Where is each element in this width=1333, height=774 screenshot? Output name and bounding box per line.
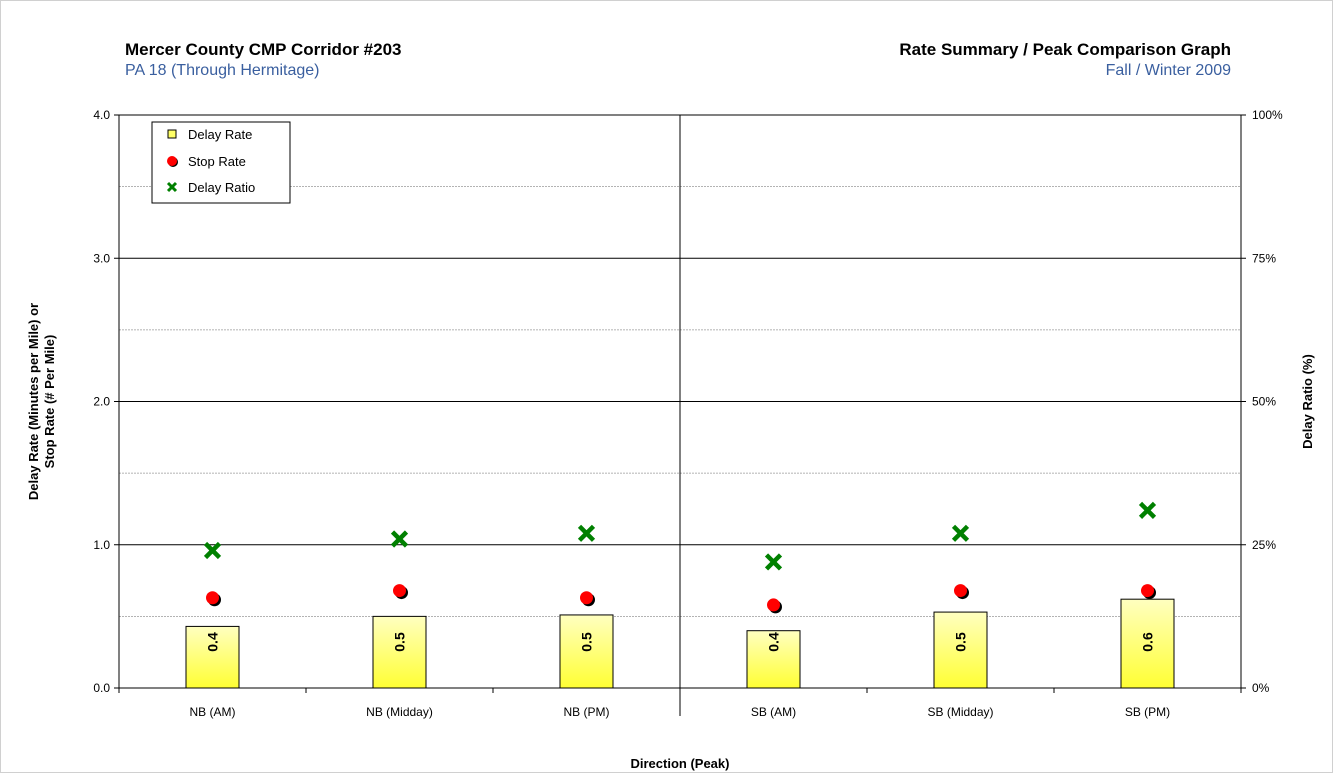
axis-labels: 0.0 1.0 2.0 3.0 4.0 0% 25% 50% 75% 100% NB (AM) NB …: [26, 108, 1315, 771]
x-tick-label: SB (AM): [751, 705, 796, 719]
y2-tick-label: 0%: [1252, 681, 1270, 695]
y-tick-label: 4.0: [93, 108, 110, 122]
delay-rate-data-label: 0.6: [1140, 632, 1156, 652]
stop-rate-marker: [580, 591, 593, 605]
delay-ratio-marker: [1138, 501, 1157, 519]
legend: Delay Rate Stop Rate Delay Ratio: [151, 121, 291, 204]
y2-tick-label: 50%: [1252, 395, 1276, 409]
chart-header-right: Rate Summary / Peak Comparison Graph Fal…: [899, 39, 1231, 81]
delay-rate-data-label: 0.5: [392, 632, 408, 652]
delay-rate-bars: 0.4 0.5 0.5 0.4 0.5 0.6: [185, 598, 1175, 689]
legend-x-swatch: [166, 181, 178, 193]
delay-ratio-markers: [203, 501, 1157, 571]
delay-ratio-marker: [390, 530, 409, 548]
y-axis-title-line1: Delay Rate (Minutes per Mile) or: [26, 303, 41, 500]
x-tick-label: SB (Midday): [927, 705, 993, 719]
x-tick-label: SB (PM): [1125, 705, 1170, 719]
y-tick-label: 2.0: [93, 395, 110, 409]
delay-rate-bar: [746, 630, 801, 689]
legend-entry-label: Stop Rate: [188, 154, 246, 169]
delay-rate-bar: [933, 611, 988, 689]
delay-ratio-marker: [577, 524, 596, 542]
delay-rate-data-label: 0.5: [579, 632, 595, 652]
stop-rate-marker: [954, 584, 967, 598]
legend-entry-label: Delay Ratio: [188, 180, 255, 195]
x-axis-title: Direction (Peak): [631, 756, 730, 771]
delay-rate-data-label: 0.4: [205, 632, 221, 652]
x-tick-label: NB (Midday): [366, 705, 433, 719]
chart-header-left: Mercer County CMP Corridor #203 PA 18 (T…: [125, 39, 401, 81]
x-tick-label: NB (AM): [190, 705, 236, 719]
graph-type-title: Rate Summary / Peak Comparison Graph: [899, 40, 1231, 59]
delay-rate-bar: [372, 615, 427, 689]
delay-ratio-stroke: [951, 524, 970, 542]
stop-rate-markers: [206, 584, 1156, 614]
y-axis-title-line2: Stop Rate (# Per Mile): [42, 335, 57, 469]
delay-ratio-stroke: [1138, 501, 1157, 519]
legend-entry-label: Delay Rate: [188, 127, 252, 142]
delay-rate-bar: [185, 625, 240, 689]
chart-title: Mercer County CMP Corridor #203: [125, 40, 402, 59]
delay-ratio-stroke: [764, 553, 783, 571]
y2-tick-label: 75%: [1252, 251, 1276, 265]
chart-subtitle: PA 18 (Through Hermitage): [125, 62, 320, 79]
y2-axis-title: Delay Ratio (%): [1300, 354, 1315, 449]
y-tick-label: 0.0: [93, 681, 110, 695]
stop-rate-marker: [767, 598, 780, 612]
delay-ratio-marker: [951, 524, 970, 542]
delay-ratio-marker: [764, 553, 783, 571]
y-tick-label: 3.0: [93, 251, 110, 265]
stop-rate-marker: [1141, 584, 1154, 598]
delay-ratio-marker: [203, 541, 222, 560]
y-tick-label: 1.0: [93, 538, 110, 552]
stop-rate-marker: [393, 584, 406, 598]
delay-rate-bar: [559, 614, 614, 689]
season-subtitle: Fall / Winter 2009: [1105, 62, 1231, 79]
axes: [114, 114, 1246, 716]
delay-rate-bar: [1120, 598, 1175, 689]
legend-dot-swatch: [167, 156, 177, 166]
delay-ratio-stroke: [390, 530, 409, 548]
delay-ratio-stroke: [577, 524, 596, 542]
delay-rate-data-label: 0.5: [953, 632, 969, 652]
legend-x-stroke: [166, 181, 178, 193]
stop-rate-marker: [206, 591, 219, 605]
delay-rate-data-label: 0.4: [766, 632, 782, 652]
legend-bar-swatch: [167, 129, 177, 139]
y2-tick-label: 100%: [1252, 108, 1283, 122]
delay-ratio-stroke: [203, 541, 222, 560]
x-tick-label: NB (PM): [564, 705, 610, 719]
y2-tick-label: 25%: [1252, 538, 1276, 552]
